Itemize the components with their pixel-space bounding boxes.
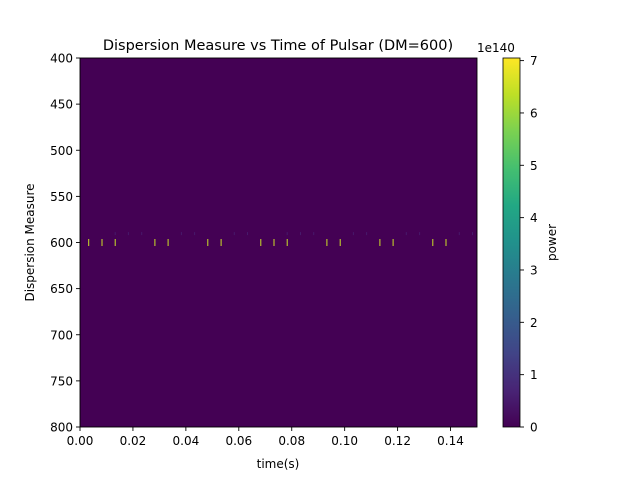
- y-tick-label: 450: [50, 98, 73, 112]
- faint-pulse-mark: [194, 232, 196, 236]
- colorbar-gradient: [502, 57, 521, 428]
- colorbar-tick-label: 0: [530, 421, 538, 435]
- y-tick-label: 500: [50, 144, 73, 158]
- faint-pulse-mark: [313, 232, 315, 236]
- y-axis-label: Dispersion Measure: [23, 183, 37, 301]
- y-tick-label: 700: [50, 328, 73, 342]
- bright-pulse-mark: [339, 239, 341, 246]
- colorbar-offset-text: 1e140: [477, 41, 515, 55]
- bright-pulse-mark: [273, 239, 275, 246]
- bright-pulse-mark: [260, 239, 262, 246]
- y-tick-label: 800: [50, 421, 73, 435]
- faint-pulse-mark: [405, 232, 407, 236]
- x-axis-label: time(s): [257, 457, 300, 471]
- bright-pulse-mark: [207, 239, 209, 246]
- colorbar-tick-label: 1: [530, 368, 538, 382]
- y-tick-label: 550: [50, 190, 73, 204]
- x-tick-label: 0.04: [173, 434, 200, 448]
- colorbar-label: power: [545, 224, 559, 261]
- x-axis: 0.00 0.02 0.04 0.06 0.08 0.10 0.12 0.14: [67, 427, 464, 448]
- faint-pulse-mark: [419, 232, 421, 236]
- bright-pulse-mark: [154, 239, 156, 246]
- colorbar-tick-label: 7: [530, 54, 538, 68]
- x-tick-label: 0.08: [278, 434, 305, 448]
- x-tick-label: 0.12: [384, 434, 411, 448]
- faint-pulse-mark: [286, 232, 288, 236]
- x-tick-label: 0.02: [120, 434, 147, 448]
- faint-pulse-mark: [127, 232, 129, 236]
- faint-pulse-mark: [472, 232, 473, 236]
- faint-pulse-mark: [114, 232, 116, 236]
- y-tick-label: 400: [50, 52, 73, 66]
- bright-pulse-mark: [379, 239, 381, 246]
- y-tick-label: 650: [50, 282, 73, 296]
- faint-pulse-mark: [247, 232, 248, 236]
- bright-pulse-mark: [167, 239, 169, 246]
- y-tick-label: 600: [50, 236, 73, 250]
- bright-pulse-mark: [220, 239, 222, 246]
- faint-pulse-mark: [300, 232, 301, 236]
- pulse-marks: [88, 232, 473, 246]
- x-tick-label: 0.06: [225, 434, 252, 448]
- faint-pulse-mark: [180, 232, 182, 236]
- faint-pulse-mark: [233, 232, 235, 236]
- colorbar-tick-label: 2: [530, 316, 538, 330]
- bright-pulse-mark: [88, 239, 90, 246]
- bright-pulse-mark: [114, 239, 116, 246]
- bright-pulse-mark: [326, 239, 328, 246]
- colorbar-tick-label: 6: [530, 106, 538, 120]
- faint-pulse-mark: [141, 232, 143, 236]
- bright-pulse-mark: [392, 239, 394, 246]
- faint-pulse-mark: [366, 232, 368, 236]
- x-tick-label: 0.14: [437, 434, 464, 448]
- plot-area: [79, 57, 478, 428]
- bright-pulse-mark: [286, 239, 288, 246]
- heatmap-background: [80, 58, 477, 427]
- bright-pulse-mark: [432, 239, 434, 246]
- colorbar-tick-label: 5: [530, 159, 538, 173]
- colorbar: 0 1 2 3 4 5 6 7 1e140 power: [477, 41, 559, 435]
- y-tick-label: 750: [50, 374, 73, 388]
- bright-pulse-mark: [445, 239, 447, 246]
- faint-pulse-mark: [352, 232, 354, 236]
- chart-title: Dispersion Measure vs Time of Pulsar (DM…: [103, 38, 453, 54]
- x-tick-label: 0.10: [331, 434, 358, 448]
- x-tick-label: 0.00: [67, 434, 94, 448]
- y-axis: 400 450 500 550 600 650 700 750 800: [50, 52, 80, 435]
- colorbar-tick-label: 3: [530, 263, 538, 277]
- colorbar-ticks: 0 1 2 3 4 5 6 7: [520, 54, 538, 435]
- bright-pulse-mark: [101, 239, 103, 246]
- faint-pulse-mark: [458, 232, 460, 236]
- colorbar-tick-label: 4: [530, 211, 538, 225]
